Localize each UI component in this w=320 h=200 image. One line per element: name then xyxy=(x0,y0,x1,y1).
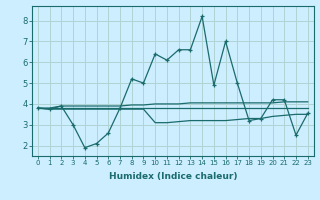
X-axis label: Humidex (Indice chaleur): Humidex (Indice chaleur) xyxy=(108,172,237,181)
